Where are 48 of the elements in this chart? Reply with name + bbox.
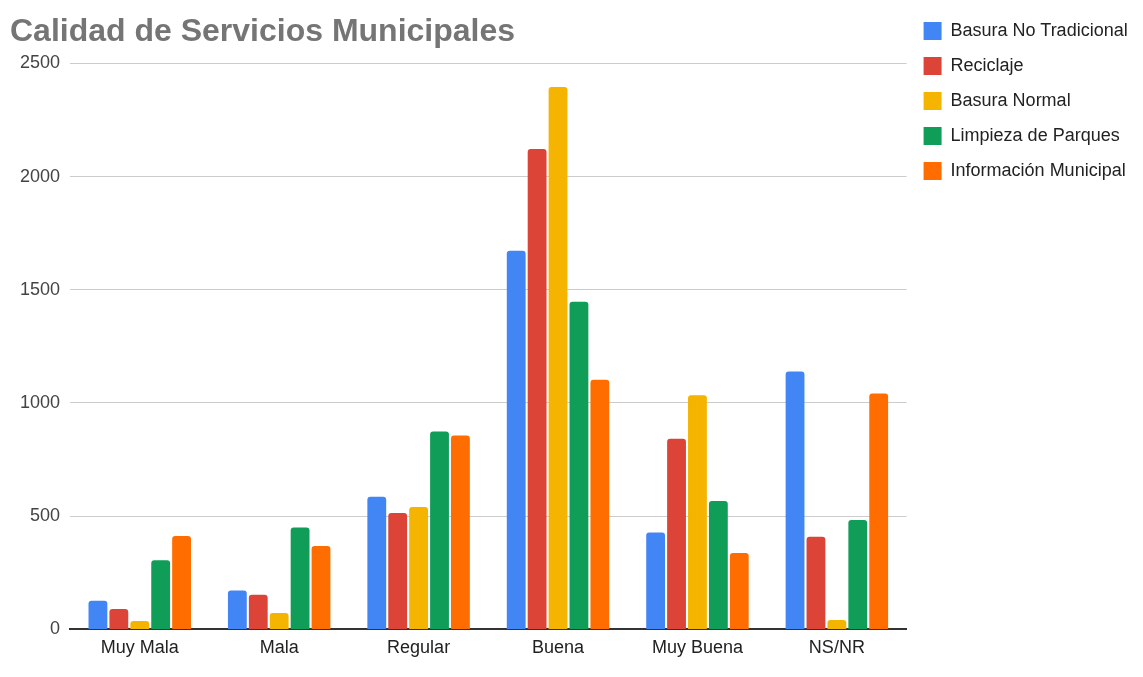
bar: [708, 501, 728, 629]
bar: [806, 536, 826, 629]
bar: [569, 301, 589, 629]
legend-label: Basura No Tradicional: [950, 19, 1128, 40]
x-tick-label: Mala: [259, 637, 300, 658]
bar: [430, 431, 449, 629]
x-tick-label: Regular: [387, 637, 451, 658]
x-tick-label: NS/NR: [808, 637, 865, 658]
legend-label: Basura Normal: [950, 89, 1071, 110]
y-tick-label: 1000: [20, 391, 61, 412]
bar: [388, 513, 408, 629]
y-tick-label: 1500: [20, 278, 61, 299]
bar: [367, 496, 387, 629]
y-tick-label: 500: [30, 505, 61, 526]
y-tick-label: 0: [50, 618, 61, 639]
bar: [409, 506, 429, 629]
legend-label: Información Municipal: [950, 159, 1126, 180]
bar: [869, 393, 889, 629]
bar: [88, 600, 108, 629]
bar: [548, 86, 568, 629]
chart-title: Calidad de Servicios Municipales: [10, 12, 516, 49]
bar: [311, 546, 331, 629]
x-tick-label: Muy Mala: [100, 637, 180, 658]
bar: [506, 250, 526, 629]
bar: [827, 619, 847, 629]
bar: [590, 379, 610, 629]
bar: [227, 590, 247, 629]
x-tick-label: Muy Buena: [651, 637, 744, 658]
bar: [451, 435, 470, 629]
bar: [527, 148, 547, 629]
bar: [290, 527, 310, 629]
x-tick-label: Buena: [531, 637, 586, 658]
bar: [151, 560, 171, 629]
legend-label: Reciclaje: [950, 54, 1024, 75]
bar: [667, 438, 686, 629]
bar: [729, 552, 749, 629]
bar: [646, 532, 666, 629]
bar: [172, 535, 191, 629]
y-tick-label: 2000: [20, 165, 61, 186]
bar: [269, 613, 289, 629]
bar: [688, 395, 707, 629]
legend-label: Limpieza de Parques: [950, 124, 1120, 145]
bar: [109, 609, 129, 629]
bar: [248, 594, 268, 629]
y-tick-label: 2500: [20, 52, 61, 73]
bar: [848, 520, 868, 629]
bar: [785, 371, 805, 629]
bar: [130, 621, 150, 629]
